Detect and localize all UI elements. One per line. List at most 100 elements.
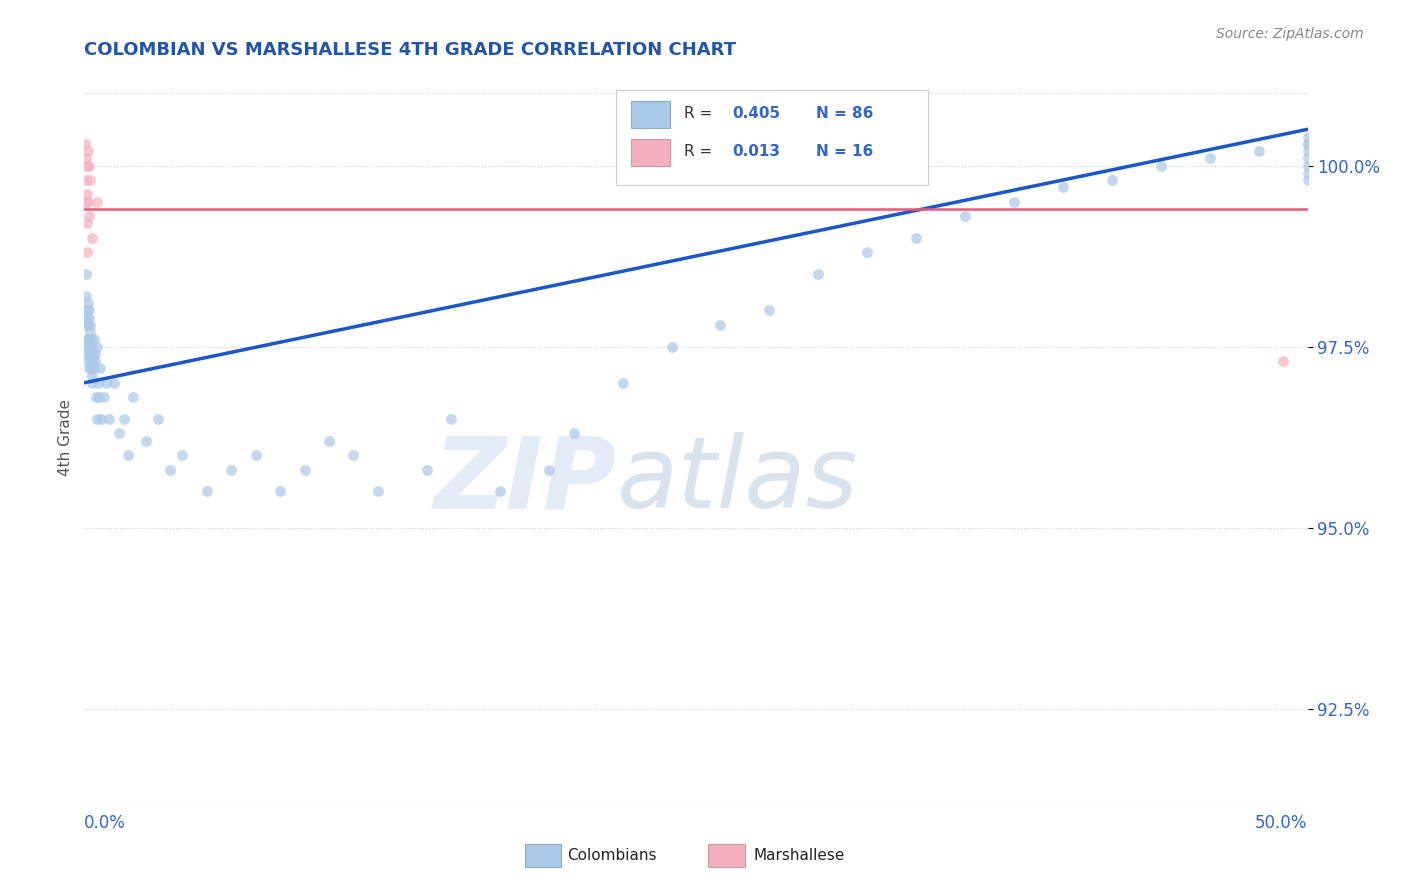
Point bbox=[807, 267, 830, 281]
Point bbox=[82, 368, 104, 383]
Text: R =: R = bbox=[683, 145, 717, 160]
Bar bbox=[631, 101, 671, 128]
Point bbox=[269, 484, 291, 499]
Point bbox=[83, 361, 105, 376]
Point bbox=[146, 412, 169, 426]
Point bbox=[86, 194, 108, 209]
Point bbox=[416, 463, 439, 477]
Point bbox=[135, 434, 157, 448]
Bar bbox=[616, 89, 928, 185]
Point bbox=[75, 318, 97, 332]
Point bbox=[103, 376, 125, 390]
Point bbox=[86, 340, 108, 354]
Point bbox=[80, 231, 103, 245]
Point bbox=[1101, 173, 1123, 187]
Point bbox=[76, 144, 98, 158]
Point bbox=[1296, 166, 1319, 180]
Point bbox=[1296, 144, 1319, 158]
Point bbox=[82, 347, 104, 361]
Point bbox=[77, 354, 100, 368]
Point bbox=[1052, 180, 1074, 194]
Text: COLOMBIAN VS MARSHALLESE 4TH GRADE CORRELATION CHART: COLOMBIAN VS MARSHALLESE 4TH GRADE CORRE… bbox=[84, 41, 737, 59]
Point bbox=[76, 159, 98, 173]
Point bbox=[75, 267, 97, 281]
Point bbox=[77, 347, 100, 361]
Point bbox=[1198, 151, 1220, 165]
Point bbox=[195, 484, 218, 499]
Text: Colombians: Colombians bbox=[568, 848, 657, 863]
Point bbox=[93, 390, 115, 404]
Point bbox=[538, 463, 561, 477]
Point bbox=[82, 354, 104, 368]
Point bbox=[758, 303, 780, 318]
Point bbox=[77, 332, 100, 346]
Bar bbox=[709, 844, 745, 867]
Point bbox=[76, 310, 98, 325]
Point bbox=[79, 173, 101, 187]
Text: 0.0%: 0.0% bbox=[84, 814, 127, 831]
Point bbox=[75, 136, 97, 151]
Point bbox=[83, 354, 105, 368]
Point bbox=[612, 376, 634, 390]
Point bbox=[77, 310, 100, 325]
Point bbox=[159, 463, 181, 477]
Point bbox=[76, 340, 98, 354]
Point bbox=[112, 412, 135, 426]
Point bbox=[905, 231, 928, 245]
Point bbox=[83, 332, 105, 346]
Text: 50.0%: 50.0% bbox=[1256, 814, 1308, 831]
Point bbox=[661, 340, 683, 354]
Point bbox=[76, 332, 98, 346]
Point bbox=[84, 347, 107, 361]
Point bbox=[96, 376, 118, 390]
Point bbox=[489, 484, 512, 499]
Point bbox=[79, 318, 101, 332]
Point bbox=[75, 289, 97, 303]
Point bbox=[77, 340, 100, 354]
Point bbox=[76, 303, 98, 318]
Text: Marshallese: Marshallese bbox=[754, 848, 845, 863]
Point bbox=[76, 318, 98, 332]
Point bbox=[86, 412, 108, 426]
Point bbox=[77, 296, 100, 310]
Point bbox=[89, 361, 111, 376]
Text: Source: ZipAtlas.com: Source: ZipAtlas.com bbox=[1216, 27, 1364, 41]
Point bbox=[80, 376, 103, 390]
Point bbox=[1272, 354, 1295, 368]
Point bbox=[77, 361, 100, 376]
Point bbox=[75, 151, 97, 165]
Text: 0.013: 0.013 bbox=[733, 145, 780, 160]
Point bbox=[79, 325, 101, 339]
Point bbox=[1247, 144, 1270, 158]
Point bbox=[1296, 136, 1319, 151]
Point bbox=[1296, 173, 1319, 187]
Point bbox=[75, 173, 97, 187]
Point bbox=[87, 376, 110, 390]
Point bbox=[79, 347, 101, 361]
Point bbox=[107, 426, 129, 441]
Point bbox=[1150, 159, 1173, 173]
Point bbox=[318, 434, 340, 448]
Y-axis label: 4th Grade: 4th Grade bbox=[58, 399, 73, 475]
Point bbox=[440, 412, 463, 426]
Point bbox=[76, 245, 98, 260]
Point bbox=[709, 318, 731, 332]
Point bbox=[80, 340, 103, 354]
Text: ZIP: ZIP bbox=[433, 433, 616, 530]
Point bbox=[245, 448, 267, 462]
Point bbox=[77, 194, 100, 209]
Point bbox=[117, 448, 139, 462]
Point bbox=[80, 332, 103, 346]
Point bbox=[1296, 151, 1319, 165]
Point bbox=[219, 463, 242, 477]
Point bbox=[294, 463, 316, 477]
Point bbox=[80, 361, 103, 376]
Point bbox=[1296, 136, 1319, 151]
Text: N = 86: N = 86 bbox=[815, 106, 873, 121]
Point bbox=[122, 390, 145, 404]
Point bbox=[84, 390, 107, 404]
Point bbox=[77, 209, 100, 223]
Point bbox=[97, 412, 120, 426]
Point bbox=[856, 245, 879, 260]
Text: atlas: atlas bbox=[616, 433, 858, 530]
